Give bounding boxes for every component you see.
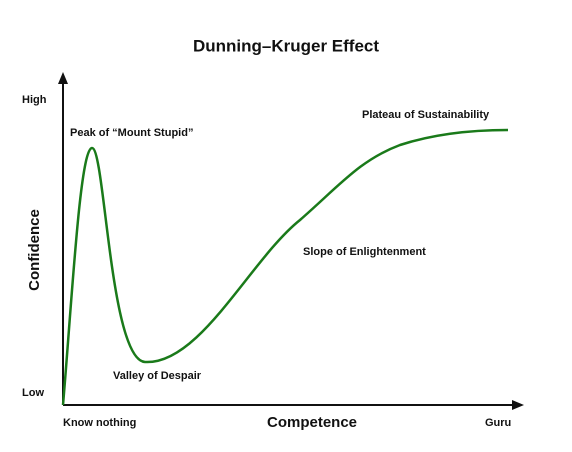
x-axis-arrow	[512, 400, 524, 410]
curve	[61, 128, 509, 406]
y-low-label: Low	[22, 387, 44, 399]
annotation: Valley of Despair	[113, 370, 202, 382]
annotation: Peak of “Mount Stupid”	[70, 127, 193, 139]
y-axis-label: Confidence	[26, 209, 43, 291]
x-axis-label: Competence	[267, 414, 357, 431]
y-high-label: High	[22, 94, 47, 106]
y-axis-arrow	[58, 72, 68, 84]
annotation: Plateau of Sustainability	[362, 109, 490, 121]
annotation: Slope of Enlightenment	[303, 246, 426, 258]
x-low-label: Know nothing	[63, 417, 136, 429]
x-high-label: Guru	[485, 417, 511, 429]
title: Dunning–Kruger Effect	[193, 36, 379, 55]
